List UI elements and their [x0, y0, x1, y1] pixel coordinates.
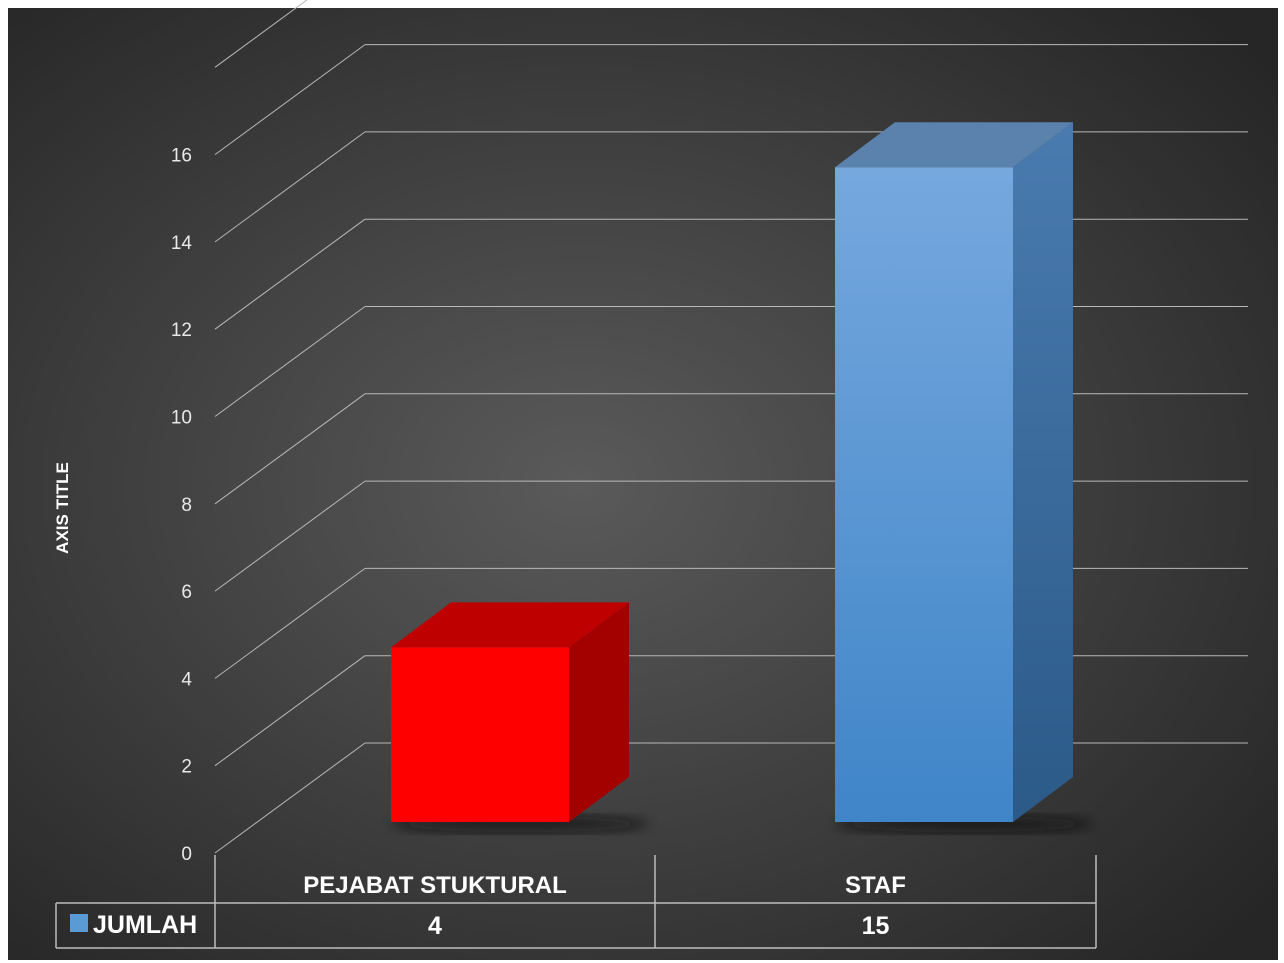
bar-side-face	[569, 602, 629, 822]
gridlines	[214, 0, 1248, 854]
bar-top-face	[835, 122, 1073, 168]
data-table: PEJABAT STUKTURAL STAF JUMLAH 4 15	[55, 855, 1097, 949]
gridline-side	[214, 567, 366, 679]
bar-2	[835, 122, 1093, 832]
gridline-side	[214, 44, 366, 156]
bar-front-face	[835, 167, 1013, 822]
gridline-side	[214, 131, 366, 243]
y-tick-label: 10	[171, 408, 192, 429]
y-tick-label: 6	[181, 582, 192, 603]
y-tick-label: 0	[181, 844, 192, 865]
y-tick-label: 16	[171, 146, 192, 167]
y-tick-label: 2	[181, 757, 192, 778]
gridline-side	[214, 480, 366, 592]
y-tick-label: 12	[171, 320, 192, 341]
data-table-value: 15	[862, 912, 890, 940]
gridline-side	[214, 393, 366, 505]
gridline-side	[214, 218, 366, 330]
bars	[391, 122, 1093, 832]
gridline-side	[214, 306, 366, 417]
y-tick-label: 14	[171, 233, 193, 254]
bar-front-face	[391, 647, 569, 822]
y-axis-title: AXIS TITLE	[53, 462, 72, 554]
y-tick-label: 4	[181, 669, 192, 690]
gridline-side	[214, 0, 308, 68]
y-axis-ticks: 0 2 4 6 8 10 12 14 16	[171, 146, 193, 865]
chart-background	[8, 8, 1278, 960]
bar-top-face	[391, 602, 629, 648]
bar-1	[391, 602, 649, 832]
gridline-side	[214, 742, 366, 854]
data-table-value: 4	[428, 912, 442, 940]
category-label: PEJABAT STUKTURAL	[303, 872, 567, 899]
category-label: STAF	[845, 872, 906, 899]
y-tick-label: 8	[181, 495, 192, 516]
legend-key	[70, 914, 88, 932]
gridline-side	[214, 655, 366, 767]
series-label: JUMLAH	[93, 911, 197, 939]
bar-side-face	[1013, 122, 1073, 822]
